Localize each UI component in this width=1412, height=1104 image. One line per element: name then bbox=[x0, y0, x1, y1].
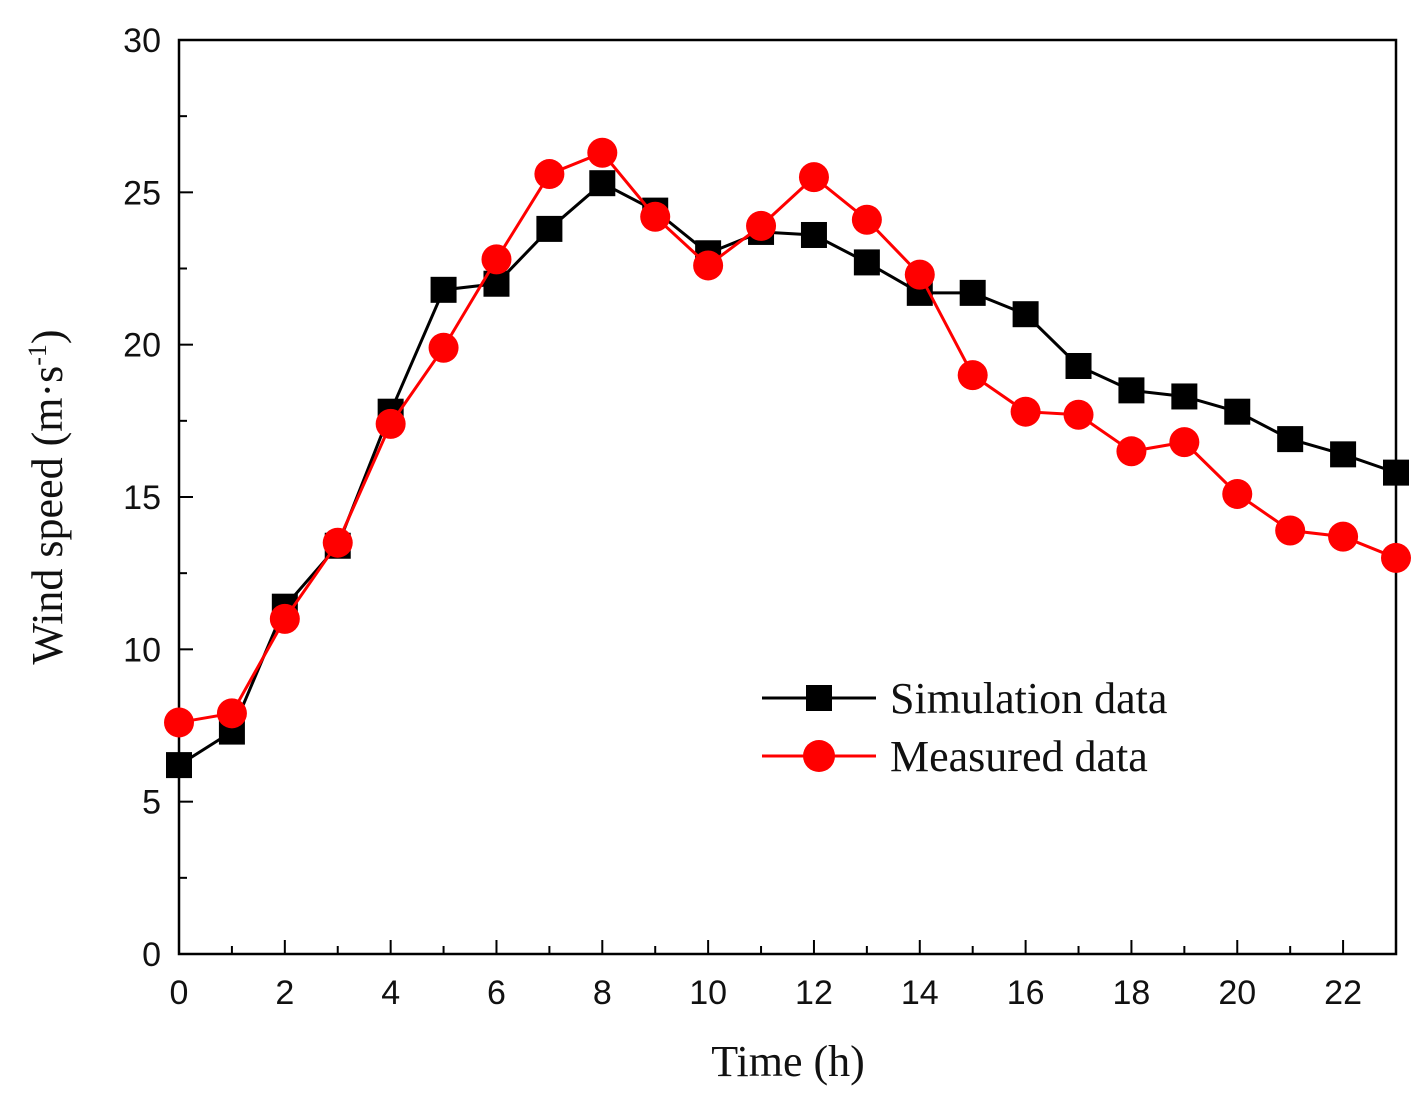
y-tick-label: 0 bbox=[142, 936, 161, 974]
data-point-simulation-data bbox=[1065, 352, 1092, 379]
x-tick-label: 14 bbox=[901, 974, 939, 1012]
y-tick-label: 25 bbox=[123, 174, 161, 212]
data-point-simulation-data bbox=[536, 215, 563, 242]
data-point-measured-data bbox=[216, 698, 247, 729]
data-point-measured-data bbox=[534, 159, 565, 190]
data-point-simulation-data bbox=[1171, 383, 1198, 410]
y-axis-title-sup: -1 bbox=[23, 344, 52, 366]
data-point-simulation-data bbox=[853, 249, 880, 276]
series-simulation-data bbox=[166, 170, 1409, 779]
data-point-measured-data bbox=[1275, 515, 1306, 546]
data-point-simulation-data bbox=[959, 279, 986, 306]
data-point-simulation-data bbox=[589, 170, 616, 197]
data-point-measured-data bbox=[587, 137, 618, 168]
data-point-simulation-data bbox=[1118, 377, 1145, 404]
data-point-simulation-data bbox=[1224, 398, 1251, 425]
data-point-measured-data bbox=[269, 603, 300, 634]
x-tick-label: 12 bbox=[795, 974, 833, 1012]
data-point-measured-data bbox=[481, 244, 512, 275]
data-point-simulation-data bbox=[1330, 441, 1357, 468]
x-tick-label: 16 bbox=[1007, 974, 1045, 1012]
data-point-measured-data bbox=[322, 527, 353, 558]
data-point-simulation-data bbox=[1277, 426, 1304, 453]
series-layer bbox=[164, 137, 1411, 779]
data-point-simulation-data bbox=[1383, 459, 1409, 486]
data-point-measured-data bbox=[375, 408, 406, 439]
axes: 0 2 4 6 8 10 12 14 16 18 20 22 0 5 10 15 20 25 30 bbox=[123, 22, 1398, 1012]
x-tick-label: 8 bbox=[593, 974, 612, 1012]
data-point-measured-data bbox=[693, 250, 724, 281]
y-tick-label: 30 bbox=[123, 22, 161, 60]
data-point-simulation-data bbox=[800, 221, 827, 248]
x-tick-label: 4 bbox=[381, 974, 400, 1012]
y-tick-label: 5 bbox=[142, 784, 161, 822]
y-axis-title: Wind speed (m·s-1) bbox=[23, 329, 72, 664]
x-axis-title: Time (h) bbox=[711, 1037, 865, 1086]
plot-frame bbox=[177, 38, 1398, 956]
x-tick-label: 22 bbox=[1324, 974, 1362, 1012]
legend-label-measured: Measured data bbox=[890, 732, 1148, 781]
data-point-measured-data bbox=[1063, 399, 1094, 430]
x-tick-label: 0 bbox=[170, 974, 189, 1012]
data-point-measured-data bbox=[1381, 542, 1411, 573]
series-measured-data bbox=[164, 137, 1411, 738]
data-point-measured-data bbox=[1010, 396, 1041, 427]
data-point-measured-data bbox=[851, 204, 882, 235]
y-axis-title-main: Wind speed (m·s bbox=[23, 366, 72, 665]
y-axis-title-close: ) bbox=[23, 329, 72, 344]
data-point-measured-data bbox=[1222, 478, 1253, 509]
series-line-measured-data bbox=[178, 150, 1397, 724]
data-point-measured-data bbox=[904, 259, 935, 290]
x-tick-label: 18 bbox=[1113, 974, 1151, 1012]
legend: Simulation data Measured data bbox=[762, 674, 1167, 781]
y-tick-label: 10 bbox=[123, 631, 161, 669]
legend-label-simulation: Simulation data bbox=[890, 674, 1167, 723]
data-point-measured-data bbox=[957, 360, 988, 391]
data-point-measured-data bbox=[640, 201, 671, 232]
x-tick-label: 2 bbox=[275, 974, 294, 1012]
data-point-simulation-data bbox=[166, 752, 192, 779]
data-point-measured-data bbox=[1169, 427, 1200, 458]
data-point-measured-data bbox=[164, 707, 194, 738]
data-point-simulation-data bbox=[1012, 301, 1039, 328]
data-point-measured-data bbox=[1116, 436, 1147, 467]
data-point-measured-data bbox=[746, 210, 777, 241]
y-tick-label: 20 bbox=[123, 327, 161, 365]
data-point-measured-data bbox=[1328, 521, 1359, 552]
x-tick-label: 10 bbox=[689, 974, 727, 1012]
x-tick-label: 6 bbox=[487, 974, 506, 1012]
legend-marker-simulation bbox=[806, 685, 832, 711]
series-line-simulation-data bbox=[178, 181, 1397, 767]
y-tick-label: 15 bbox=[123, 479, 161, 517]
data-point-simulation-data bbox=[430, 276, 457, 303]
x-tick-label: 20 bbox=[1218, 974, 1256, 1012]
data-point-measured-data bbox=[798, 162, 829, 193]
legend-marker-measured bbox=[803, 740, 835, 772]
data-point-measured-data bbox=[428, 332, 459, 363]
